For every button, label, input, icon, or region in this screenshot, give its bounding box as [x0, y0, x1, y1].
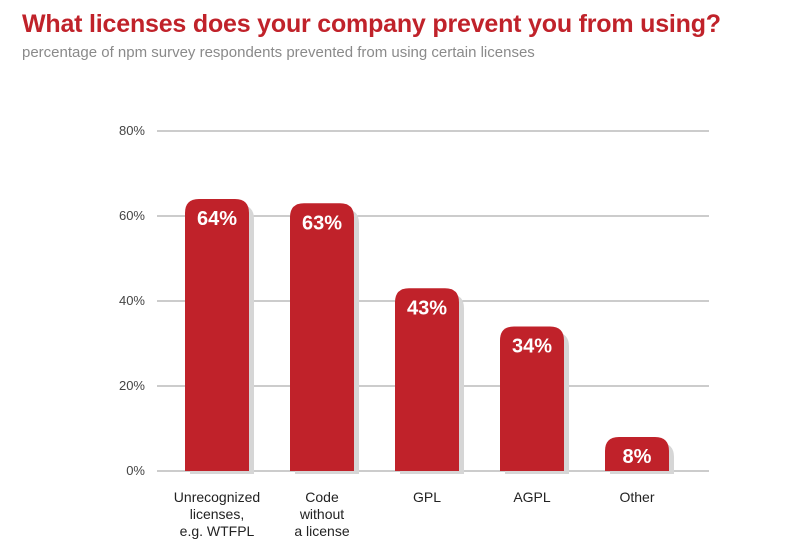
y-tick-label: 40%	[119, 293, 145, 308]
y-tick-label: 0%	[126, 463, 145, 478]
bar-value-label: 8%	[623, 446, 652, 468]
x-tick-label: AGPL	[513, 489, 551, 505]
y-tick-label: 20%	[119, 378, 145, 393]
chart-subtitle: percentage of npm survey respondents pre…	[22, 44, 535, 61]
x-tick-label: GPL	[413, 489, 441, 505]
x-tick-label: Code without a license	[294, 489, 349, 539]
bar	[395, 288, 459, 471]
x-tick-label: Other	[619, 489, 654, 505]
bar-value-label: 63%	[302, 212, 342, 234]
bar	[185, 199, 249, 471]
bar	[290, 203, 354, 471]
bar	[605, 437, 669, 471]
bar-value-label: 43%	[407, 297, 447, 319]
x-tick-label: Unrecognized licenses, e.g. WTFPL	[174, 489, 260, 539]
bar-value-label: 34%	[512, 336, 552, 358]
bar	[500, 326, 564, 471]
y-tick-label: 80%	[119, 123, 145, 138]
y-tick-label: 60%	[119, 208, 145, 223]
chart-title: What licenses does your company prevent …	[22, 10, 721, 38]
bar-value-label: 64%	[197, 208, 237, 230]
